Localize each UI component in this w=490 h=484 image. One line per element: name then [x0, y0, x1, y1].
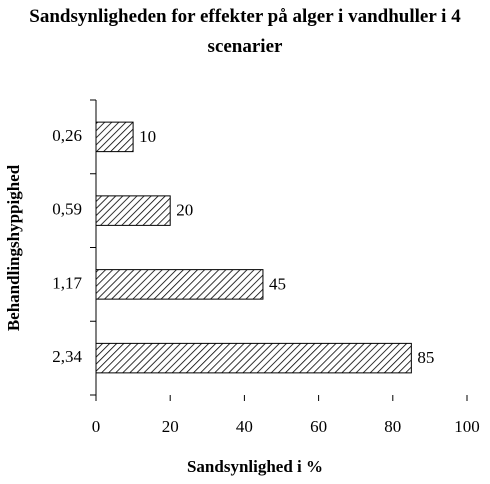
y-axis-label: Behandlingshyppighed — [4, 164, 23, 331]
y-tick-label: 2,34 — [52, 347, 82, 366]
y-tick-label: 0,26 — [52, 126, 82, 145]
chart-title: Sandsynligheden for effekter på alger i … — [29, 6, 461, 57]
x-tick-label: 40 — [236, 417, 253, 436]
data-label: 85 — [417, 348, 434, 367]
bar — [95, 121, 134, 153]
data-label: 10 — [139, 127, 156, 146]
x-axis-label: Sandsynlighed i % — [187, 457, 323, 476]
y-tick-label: 1,17 — [52, 273, 82, 292]
bar — [95, 269, 264, 300]
bar — [95, 342, 412, 374]
data-label: 20 — [176, 201, 193, 220]
x-tick-label: 100 — [454, 417, 480, 436]
y-tick-label: 0,59 — [52, 200, 82, 219]
x-tick-label: 80 — [384, 417, 401, 436]
x-tick-label: 0 — [92, 417, 101, 436]
data-label: 45 — [269, 274, 286, 293]
x-tick-label: 60 — [310, 417, 327, 436]
bar — [95, 195, 171, 226]
x-tick-label: 20 — [162, 417, 179, 436]
